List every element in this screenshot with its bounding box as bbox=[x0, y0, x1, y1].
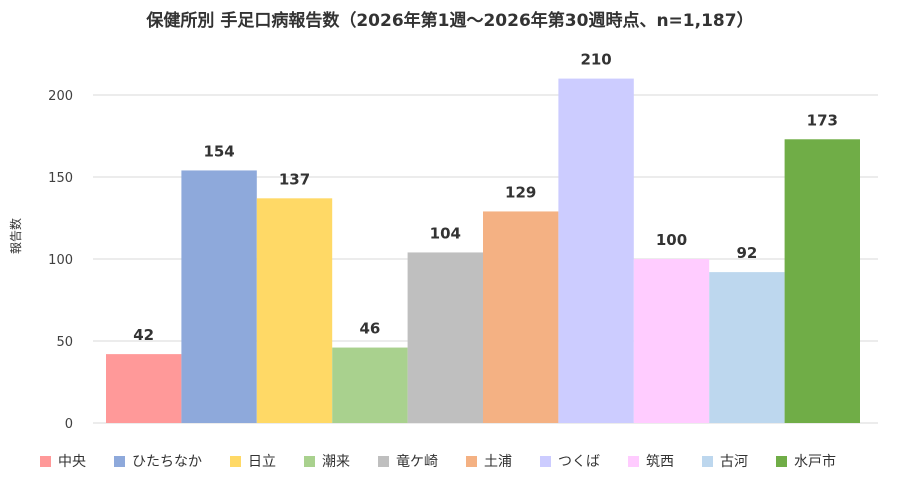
bar-9 bbox=[709, 272, 785, 423]
data-label: 210 bbox=[580, 51, 611, 69]
legend-label: ひたちなか bbox=[132, 454, 202, 470]
legend-item: 竜ケ崎 bbox=[378, 451, 438, 471]
y-tick-label: 0 bbox=[65, 417, 73, 432]
legend-label: 中央 bbox=[58, 454, 86, 470]
legend-item: つくば bbox=[540, 451, 600, 471]
legend-swatch bbox=[40, 455, 51, 467]
bar-chart: 0 50 100 150 200 42 154 137 46 104 129 210 100 92 173… bbox=[8, 51, 878, 432]
legend-item: ひたちなか bbox=[114, 451, 202, 471]
bar-4 bbox=[332, 347, 408, 423]
legend-swatch bbox=[776, 455, 787, 467]
data-label: 100 bbox=[656, 231, 687, 249]
y-tick-label: 150 bbox=[48, 171, 73, 186]
legend-swatch bbox=[114, 455, 125, 467]
legend-swatch bbox=[628, 455, 639, 467]
data-label: 154 bbox=[203, 142, 234, 160]
legend-label: 土浦 bbox=[484, 454, 512, 470]
legend-label: 潮来 bbox=[322, 454, 350, 470]
data-label: 129 bbox=[505, 183, 536, 201]
legend-label: 古河 bbox=[720, 454, 748, 470]
legend-item: 日立 bbox=[230, 451, 276, 471]
y-axis-ticks: 0 50 100 150 200 bbox=[48, 89, 73, 432]
legend: 中央 ひたちなか 日立 潮来 竜ケ崎 土浦 つくば 筑西 古河 水戸市 bbox=[40, 451, 890, 471]
bar-8 bbox=[633, 259, 710, 423]
bar-5 bbox=[407, 252, 483, 423]
legend-swatch bbox=[702, 455, 713, 467]
legend-item: 土浦 bbox=[466, 451, 512, 471]
data-label: 137 bbox=[279, 170, 310, 188]
legend-swatch bbox=[466, 455, 477, 467]
legend-label: 水戸市 bbox=[794, 454, 836, 470]
data-labels: 42 154 137 46 104 129 210 100 92 173 bbox=[133, 51, 838, 345]
bars bbox=[106, 78, 860, 423]
legend-swatch bbox=[230, 455, 241, 467]
legend-item: 中央 bbox=[40, 451, 86, 471]
legend-label: 日立 bbox=[248, 454, 276, 470]
data-label: 46 bbox=[359, 320, 380, 338]
legend-swatch bbox=[378, 455, 389, 467]
chart-title: 保健所別 手足口病報告数（2026年第1週～2026年第30週時点、n=1,18… bbox=[146, 11, 754, 31]
legend-item: 筑西 bbox=[628, 451, 674, 471]
y-tick-label: 200 bbox=[48, 89, 73, 104]
legend-item: 水戸市 bbox=[776, 451, 836, 471]
data-label: 104 bbox=[430, 224, 461, 242]
legend-item: 古河 bbox=[702, 451, 748, 471]
bar-7 bbox=[558, 78, 634, 423]
data-label: 42 bbox=[133, 326, 154, 344]
legend-label: 竜ケ崎 bbox=[396, 454, 438, 470]
bar-3 bbox=[256, 198, 333, 423]
bar-6 bbox=[483, 211, 559, 423]
y-axis-label: 報告数 bbox=[8, 218, 23, 254]
bar-1 bbox=[106, 354, 182, 423]
legend-label: つくば bbox=[558, 454, 600, 470]
legend-swatch bbox=[540, 455, 551, 467]
legend-swatch bbox=[304, 455, 315, 467]
bar-10 bbox=[784, 139, 860, 423]
legend-item: 潮来 bbox=[304, 451, 350, 471]
data-label: 173 bbox=[807, 111, 838, 129]
y-tick-label: 100 bbox=[48, 253, 73, 268]
bar-2 bbox=[181, 170, 257, 423]
data-label: 92 bbox=[736, 244, 757, 262]
y-tick-label: 50 bbox=[56, 335, 73, 350]
legend-label: 筑西 bbox=[646, 454, 674, 470]
